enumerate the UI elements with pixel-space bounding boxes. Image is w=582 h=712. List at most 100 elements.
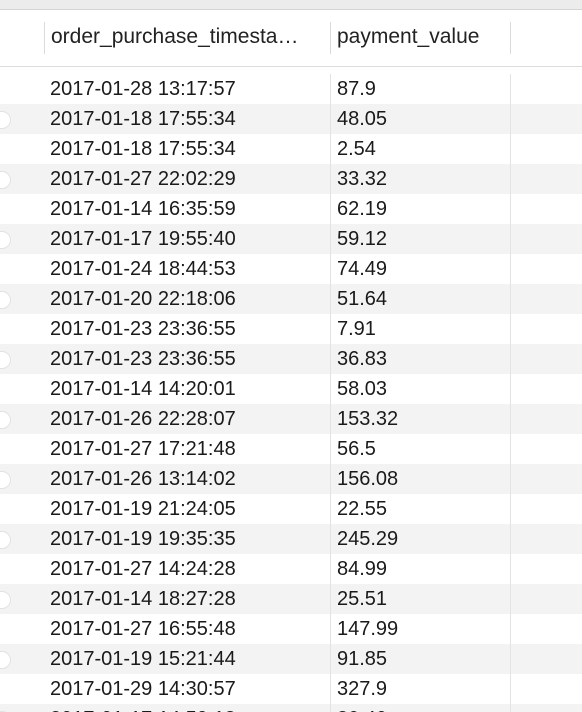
cell-order-purchase-timestamp[interactable]: 2017-01-20 22:18:06 — [50, 288, 236, 310]
cell-order-purchase-timestamp[interactable]: 2017-01-28 13:17:57 — [50, 78, 236, 100]
cell-order-purchase-timestamp[interactable]: 2017-01-17 19:55:40 — [50, 228, 236, 250]
cell-order-purchase-timestamp[interactable]: 2017-01-19 21:24:05 — [50, 498, 236, 520]
row-selection-handle[interactable] — [0, 351, 11, 369]
cell-order-purchase-timestamp[interactable]: 2017-01-18 17:55:34 — [50, 138, 236, 160]
column-separator — [510, 644, 511, 674]
cell-order-purchase-timestamp[interactable]: 2017-01-18 17:55:34 — [50, 108, 236, 130]
cell-order-purchase-timestamp[interactable]: 2017-01-14 18:27:28 — [50, 588, 236, 610]
cell-payment-value[interactable]: 58.03 — [337, 378, 388, 400]
row-selection-handle[interactable] — [0, 651, 11, 669]
cell-order-purchase-timestamp[interactable]: 2017-01-29 14:30:57 — [50, 678, 236, 700]
cell-order-purchase-timestamp[interactable]: 2017-01-23 23:36:55 — [50, 318, 236, 340]
row-selection-handle[interactable] — [0, 531, 11, 549]
column-separator — [330, 284, 331, 314]
cell-order-purchase-timestamp[interactable]: 2017-01-27 14:24:28 — [50, 558, 236, 580]
table-row[interactable]: 2017-01-26 13:14:02 156.08 — [0, 464, 582, 494]
cell-payment-value[interactable]: 153.32 — [337, 408, 399, 430]
table-row[interactable]: 2017-01-26 22:28:07 153.32 — [0, 404, 582, 434]
cell-payment-value[interactable]: 30.40 — [337, 704, 387, 712]
table-row[interactable]: 2017-01-17 14:59:13 30.40 — [0, 704, 582, 712]
cell-payment-value[interactable]: 59.12 — [337, 228, 388, 250]
table-row[interactable]: 2017-01-19 21:24:05 22.55 — [0, 494, 582, 524]
table-row[interactable]: 2017-01-19 15:21:44 91.85 — [0, 644, 582, 674]
column-separator — [330, 434, 331, 464]
cell-order-purchase-timestamp[interactable]: 2017-01-27 22:02:29 — [50, 168, 236, 190]
table-row[interactable]: 2017-01-23 23:36:55 7.91 — [0, 314, 582, 344]
table-row[interactable]: 2017-01-27 14:24:28 84.99 — [0, 554, 582, 584]
cell-payment-value[interactable]: 22.55 — [337, 498, 388, 520]
column-separator — [510, 164, 511, 194]
cell-payment-value[interactable]: 2.54 — [337, 138, 376, 160]
cell-payment-value[interactable]: 36.83 — [337, 348, 388, 370]
cell-order-purchase-timestamp[interactable]: 2017-01-27 16:55:48 — [50, 618, 236, 640]
header-divider-col1[interactable] — [330, 22, 331, 54]
cell-order-purchase-timestamp[interactable]: 2017-01-26 13:14:02 — [50, 468, 236, 490]
row-selection-handle[interactable] — [0, 591, 11, 609]
column-header-payment-value[interactable]: payment_value — [337, 25, 480, 48]
cell-order-purchase-timestamp[interactable]: 2017-01-19 15:21:44 — [50, 648, 236, 670]
table-row[interactable]: 2017-01-18 17:55:34 2.54 — [0, 134, 582, 164]
cell-payment-value[interactable]: 51.64 — [337, 288, 388, 310]
cell-order-purchase-timestamp[interactable]: 2017-01-17 14:59:13 — [50, 704, 236, 712]
table-row[interactable]: 2017-01-18 17:55:34 48.05 — [0, 104, 582, 134]
cell-order-purchase-timestamp[interactable]: 2017-01-23 23:36:55 — [50, 348, 236, 370]
table-row[interactable]: 2017-01-24 18:44:53 74.49 — [0, 254, 582, 284]
cell-payment-value[interactable]: 156.08 — [337, 468, 399, 490]
table-row[interactable]: 2017-01-20 22:18:06 51.64 — [0, 284, 582, 314]
column-separator — [510, 524, 511, 554]
cell-payment-value[interactable]: 48.05 — [337, 108, 388, 130]
column-separator — [330, 644, 331, 674]
cell-order-purchase-timestamp[interactable]: 2017-01-14 16:35:59 — [50, 198, 236, 220]
cell-payment-value[interactable]: 25.51 — [337, 588, 388, 610]
cell-payment-value[interactable]: 84.99 — [337, 558, 388, 580]
column-separator — [510, 284, 511, 314]
row-selection-handle[interactable] — [0, 411, 11, 429]
row-selection-handle[interactable] — [0, 291, 11, 309]
column-separator — [330, 344, 331, 374]
row-selection-handle[interactable] — [0, 471, 11, 489]
cell-payment-value[interactable]: 74.49 — [337, 258, 388, 280]
top-toolbar-strip — [0, 0, 582, 10]
table-row[interactable]: 2017-01-27 22:02:29 33.32 — [0, 164, 582, 194]
cell-payment-value[interactable]: 33.32 — [337, 168, 388, 190]
column-separator — [330, 134, 331, 164]
table-row[interactable]: 2017-01-28 13:17:57 87.9 — [0, 74, 582, 104]
table-row[interactable]: 2017-01-14 16:35:59 62.19 — [0, 194, 582, 224]
table-row[interactable]: 2017-01-29 14:30:57 327.9 — [0, 674, 582, 704]
column-separator — [510, 224, 511, 254]
header-divider-col2[interactable] — [510, 22, 511, 54]
table-row[interactable]: 2017-01-14 18:27:28 25.51 — [0, 584, 582, 614]
column-separator — [510, 74, 511, 104]
row-selection-handle[interactable] — [0, 111, 11, 129]
cell-payment-value[interactable]: 245.29 — [337, 528, 399, 550]
column-separator — [330, 584, 331, 614]
row-selection-handle[interactable] — [0, 171, 11, 189]
cell-payment-value[interactable]: 62.19 — [337, 198, 388, 220]
cell-payment-value[interactable]: 56.5 — [337, 438, 376, 460]
column-separator — [330, 494, 331, 524]
column-header-order-purchase-timestamp[interactable]: order_purchase_timesta… — [51, 25, 299, 48]
cell-order-purchase-timestamp[interactable]: 2017-01-27 17:21:48 — [50, 438, 236, 460]
cell-payment-value[interactable]: 147.99 — [337, 618, 399, 640]
cell-order-purchase-timestamp[interactable]: 2017-01-14 14:20:01 — [50, 378, 236, 400]
table-row[interactable]: 2017-01-19 19:35:35 245.29 — [0, 524, 582, 554]
cell-order-purchase-timestamp[interactable]: 2017-01-24 18:44:53 — [50, 258, 236, 280]
column-separator — [330, 254, 331, 284]
cell-payment-value[interactable]: 7.91 — [337, 318, 376, 340]
table-row[interactable]: 2017-01-17 19:55:40 59.12 — [0, 224, 582, 254]
cell-order-purchase-timestamp[interactable]: 2017-01-19 19:35:35 — [50, 528, 236, 550]
table-row[interactable]: 2017-01-27 17:21:48 56.5 — [0, 434, 582, 464]
column-separator — [510, 614, 511, 644]
table-row[interactable]: 2017-01-14 14:20:01 58.03 — [0, 374, 582, 404]
table-row[interactable]: 2017-01-27 16:55:48 147.99 — [0, 614, 582, 644]
cell-order-purchase-timestamp[interactable]: 2017-01-26 22:28:07 — [50, 408, 236, 430]
column-separator — [330, 464, 331, 494]
column-separator — [330, 74, 331, 104]
cell-payment-value[interactable]: 87.9 — [337, 78, 376, 100]
column-separator — [510, 674, 511, 704]
column-separator — [510, 464, 511, 494]
row-selection-handle[interactable] — [0, 231, 11, 249]
table-row[interactable]: 2017-01-23 23:36:55 36.83 — [0, 344, 582, 374]
cell-payment-value[interactable]: 327.9 — [337, 678, 388, 700]
cell-payment-value[interactable]: 91.85 — [337, 648, 388, 670]
